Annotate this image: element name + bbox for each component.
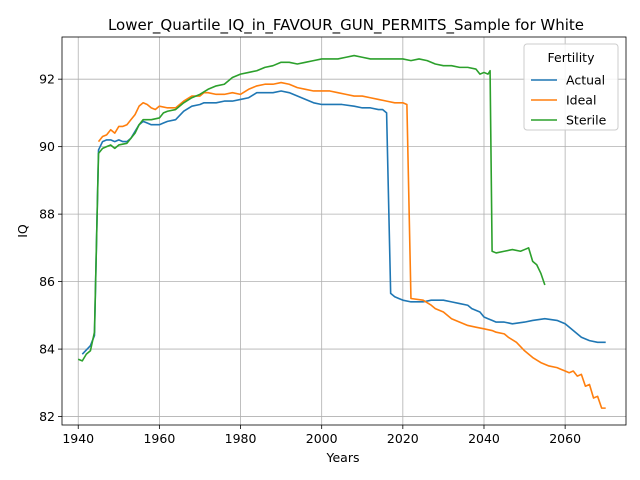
x-tick-label: 2060 <box>549 431 581 446</box>
legend-label-actual: Actual <box>566 73 605 88</box>
y-tick-label: 88 <box>39 207 55 222</box>
series-line-ideal <box>97 81 606 409</box>
y-tick-label: 90 <box>39 139 55 154</box>
y-tick-label: 82 <box>39 409 55 424</box>
series-line-sterile <box>77 54 546 362</box>
y-tick-label: 92 <box>39 72 55 87</box>
legend-entries: Actual Ideal Sterile <box>531 73 607 128</box>
x-tick-label: 2040 <box>468 431 500 446</box>
x-tick-label: 1960 <box>143 431 175 446</box>
plot-area-frame <box>61 36 627 426</box>
legend-label-sterile: Sterile <box>566 113 607 128</box>
legend-box <box>523 43 619 131</box>
x-tick-label: 2020 <box>387 431 419 446</box>
y-axis-label: IQ <box>15 224 30 238</box>
legend-title: Fertility <box>548 50 596 65</box>
x-tick-label: 1980 <box>225 431 257 446</box>
y-tick-label: 86 <box>39 274 55 289</box>
grid-lines <box>62 37 626 425</box>
x-tick-label: 2000 <box>306 431 338 446</box>
x-tick-label: 1940 <box>62 431 94 446</box>
x-axis-label: Years <box>326 450 360 465</box>
series-lines <box>77 54 606 409</box>
axis-ticks: 1940 1960 1980 2000 2020 2040 2060 82 84 86 88 90 92 <box>39 72 581 446</box>
legend: Fertility Actual Ideal Sterile <box>523 43 619 131</box>
chart-title: Lower_Quartile_IQ_in_FAVOUR_GUN_PERMITS_… <box>108 16 584 35</box>
legend-label-ideal: Ideal <box>566 93 596 108</box>
y-tick-label: 84 <box>39 342 55 357</box>
